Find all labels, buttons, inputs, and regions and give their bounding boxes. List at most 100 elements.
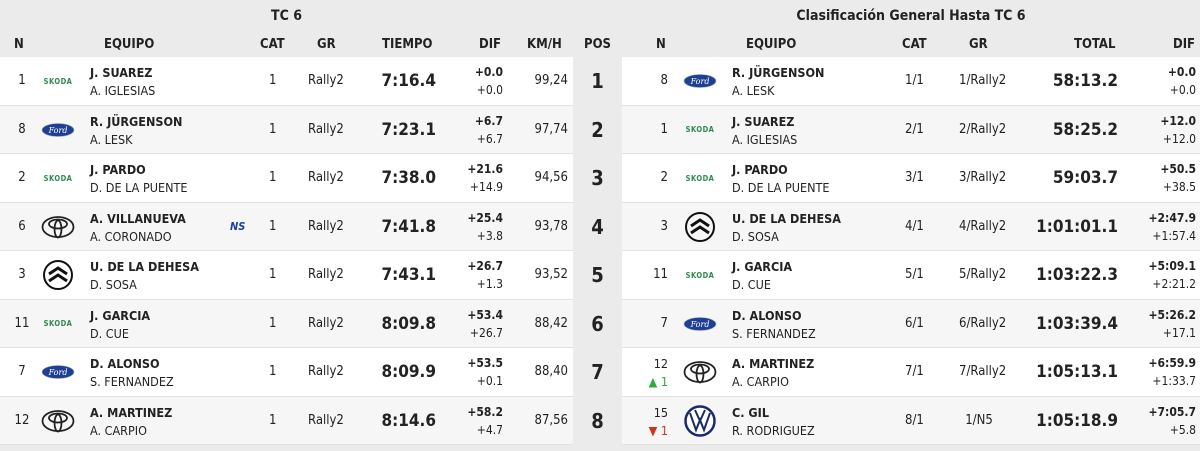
position: 4: [591, 214, 604, 239]
diff-leader: +25.4: [467, 210, 503, 225]
overall-row[interactable]: 8 Ford R. JÜRGENSON A. LESK 1/1 1/Rally2 …: [622, 57, 1200, 106]
stage-row[interactable]: 3 U. DE LA DEHESA D. SOSA 1 Rally2 7:43.1…: [0, 251, 573, 300]
crew[interactable]: J. SUAREZ A. IGLESIAS: [90, 64, 155, 100]
header-cat: CAT: [260, 37, 285, 52]
group: 7/Rally2: [959, 364, 1007, 379]
header-n-overall: N: [656, 37, 666, 52]
position: 5: [591, 263, 604, 287]
svg-text:Ford: Ford: [690, 77, 710, 86]
stage-row[interactable]: 7 Ford D. ALONSO S. FERNANDEZ 1 Rally2 8:…: [0, 348, 573, 397]
ford-logo-icon: Ford: [38, 106, 78, 154]
crew[interactable]: C. GIL R. RODRIGUEZ: [732, 404, 815, 440]
codriver-name: S. FERNANDEZ: [732, 325, 816, 341]
diff: +6.7 +6.7: [475, 112, 503, 148]
group: Rally2: [308, 218, 344, 234]
crew[interactable]: A. VILLANUEVA A. CORONADO: [90, 210, 186, 246]
header-tiempo: TIEMPO: [382, 37, 433, 52]
cat: 1: [269, 73, 277, 88]
svg-text:Ford: Ford: [48, 368, 68, 377]
codriver-name: A. IGLESIAS: [732, 131, 798, 147]
crew[interactable]: J. GARCIA D. CUE: [90, 307, 150, 343]
diff-leader: +7:05.7: [1148, 404, 1196, 419]
diff: +25.4 +3.8: [467, 209, 503, 245]
total-time: 1:03:22.3: [1036, 265, 1118, 285]
stage-row[interactable]: 6 A. VILLANUEVA A. CORONADO NS 1 Rally2 7…: [0, 202, 573, 251]
crew[interactable]: J. PARDO D. DE LA PUENTE: [90, 161, 187, 197]
header-equipo-overall: EQUIPO: [746, 37, 797, 52]
crew[interactable]: J. GARCIA D. CUE: [732, 258, 792, 294]
group: 4/Rally2: [959, 218, 1007, 234]
position: 1: [591, 69, 604, 93]
diff: +6:59.9 +1:33.7: [1148, 354, 1196, 390]
cat: 7/1: [905, 364, 924, 379]
stage-time: 8:09.8: [381, 313, 437, 334]
car-number: 15: [653, 404, 668, 420]
speed-kmh: 97,74: [534, 121, 568, 137]
position: 3: [591, 166, 604, 190]
stage-row[interactable]: 12 A. MARTINEZ A. CARPIO 1 Rally2 8:14.6 …: [0, 396, 573, 445]
codriver-name: A. CARPIO: [90, 422, 147, 438]
stage-row[interactable]: 1 SKODA J. SUAREZ A. IGLESIAS 1 Rally2 7:…: [0, 57, 573, 106]
diff-leader: +5:26.2: [1148, 307, 1196, 322]
speed-kmh: 99,24: [534, 73, 568, 88]
driver-name: A. MARTINEZ: [732, 356, 815, 371]
driver-name: A. MARTINEZ: [90, 404, 173, 420]
driver-name: R. JÜRGENSON: [90, 113, 183, 129]
codriver-name: A. LESK: [90, 131, 133, 147]
stage-time: 7:38.0: [381, 168, 437, 188]
overall-row[interactable]: 3 U. DE LA DEHESA D. SOSA 4/1 4/Rally2 1:…: [622, 202, 1200, 251]
cat: 5/1: [905, 267, 924, 282]
stage-time: 7:23.1: [381, 119, 437, 140]
crew[interactable]: R. JÜRGENSON A. LESK: [732, 64, 824, 100]
crew[interactable]: J. PARDO D. DE LA PUENTE: [732, 161, 829, 197]
ford-logo-icon: Ford: [680, 300, 720, 348]
toyota-logo-icon: [680, 348, 720, 396]
crew[interactable]: A. MARTINEZ A. CARPIO: [732, 355, 814, 391]
crew[interactable]: U. DE LA DEHESA D. SOSA: [732, 210, 841, 246]
car-number: 8: [660, 73, 668, 88]
header-kmh: KM/H: [527, 37, 562, 52]
group: Rally2: [308, 73, 344, 88]
overall-row[interactable]: 1 SKODA J. SUAREZ A. IGLESIAS 2/1 2/Rally…: [622, 105, 1200, 154]
overall-row[interactable]: 7 Ford D. ALONSO S. FERNANDEZ 6/1 6/Rally…: [622, 299, 1200, 348]
crew[interactable]: J. SUAREZ A. IGLESIAS: [732, 113, 797, 149]
header-pos: POS: [584, 37, 611, 52]
group: 1/N5: [965, 412, 993, 428]
skoda-logo-icon: SKODA: [43, 173, 73, 183]
car-number: 11: [14, 315, 30, 331]
crew[interactable]: A. MARTINEZ A. CARPIO: [90, 404, 172, 440]
diff-previous: +3.8: [476, 228, 503, 243]
overall-row[interactable]: 12 ▲ 1 A. MARTINEZ A. CARPIO 7/1 7/Rally2 …: [622, 348, 1200, 397]
group: Rally2: [308, 170, 344, 185]
stage-title: TC 6: [271, 8, 302, 24]
overall-row[interactable]: 2 SKODA J. PARDO D. DE LA PUENTE 3/1 3/Ra…: [622, 154, 1200, 203]
arrow-down-icon: ▼: [648, 422, 658, 438]
crew[interactable]: U. DE LA DEHESA D. SOSA: [90, 258, 199, 294]
crew[interactable]: R. JÜRGENSON A. LESK: [90, 113, 182, 149]
codriver-name: D. DE LA PUENTE: [90, 180, 188, 195]
diff: +53.4 +26.7: [467, 306, 503, 342]
stage-row[interactable]: 8 Ford R. JÜRGENSON A. LESK 1 Rally2 7:23…: [0, 105, 573, 154]
driver-name: J. PARDO: [732, 162, 788, 177]
group: 2/Rally2: [959, 121, 1007, 137]
crew[interactable]: D. ALONSO S. FERNANDEZ: [90, 355, 174, 391]
diff: +50.5 +38.5: [1160, 160, 1196, 196]
position: 8: [591, 408, 604, 433]
group: Rally2: [308, 412, 344, 428]
position: 7: [591, 360, 604, 384]
diff: +0.0 +0.0: [1168, 63, 1196, 99]
skoda-logo-icon: SKODA: [685, 173, 715, 183]
skoda-logo-icon: SKODA: [685, 270, 715, 280]
diff-previous: +0.0: [476, 83, 503, 97]
diff: +12.0 +12.0: [1160, 112, 1196, 148]
group: 3/Rally2: [959, 170, 1007, 185]
diff-previous: +6.7: [476, 131, 503, 146]
crew[interactable]: D. ALONSO S. FERNANDEZ: [732, 307, 816, 343]
driver-name: C. GIL: [732, 404, 770, 420]
overall-row[interactable]: 11 SKODA J. GARCIA D. CUE 5/1 5/Rally2 1:…: [622, 251, 1200, 300]
diff-leader: +21.6: [467, 162, 503, 176]
overall-row[interactable]: 15 ▼ 1 C. GIL R. RODRIGUEZ 8/1 1/N5 1:05:1…: [622, 396, 1200, 445]
stage-row[interactable]: 11 SKODA J. GARCIA D. CUE 1 Rally2 8:09.8…: [0, 299, 573, 348]
stage-row[interactable]: 2 SKODA J. PARDO D. DE LA PUENTE 1 Rally2…: [0, 154, 573, 203]
diff-previous: +1:57.4: [1152, 228, 1196, 243]
